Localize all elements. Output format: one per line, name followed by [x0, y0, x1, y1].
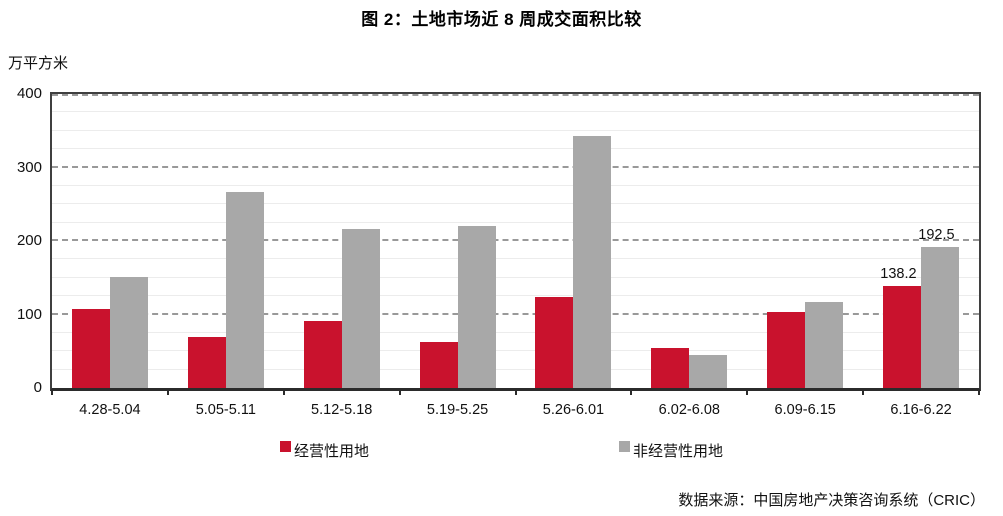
- legend-label: 经营性用地: [293, 443, 369, 460]
- legend-swatch-icon: [619, 441, 630, 452]
- minor-gridline: [52, 258, 979, 260]
- bar-经营性用地-6.16-6.22: [883, 286, 922, 388]
- x-axis-tick-mark: [630, 389, 633, 395]
- y-axis-tick-label: 200: [16, 232, 42, 249]
- minor-gridline: [52, 129, 979, 131]
- legend-item-非经营性用地: 非经营性用地: [619, 440, 723, 461]
- bar-非经营性用地-5.05-5.11: [225, 191, 264, 388]
- x-axis-tick-mark: [978, 389, 980, 395]
- major-gridline: [52, 312, 979, 315]
- bar-value-label: 192.5: [918, 226, 955, 243]
- y-axis-tick-label: 0: [33, 379, 42, 396]
- y-axis-unit-label: 万平方米: [8, 55, 69, 72]
- x-axis-tick-label: 5.12-5.18: [311, 402, 373, 418]
- x-axis-tick-mark: [51, 389, 53, 395]
- x-axis-tick-label: 4.28-5.04: [79, 402, 141, 418]
- bar-非经营性用地-4.28-5.04: [109, 277, 148, 388]
- bar-经营性用地-5.12-5.18: [303, 321, 342, 388]
- bar-非经营性用地-6.09-6.15: [805, 302, 844, 388]
- minor-gridline: [52, 111, 979, 113]
- bar-非经营性用地-5.26-6.01: [573, 135, 612, 388]
- bar-经营性用地-5.05-5.11: [187, 337, 226, 388]
- y-axis-tick-label: 100: [16, 305, 42, 323]
- minor-gridline: [52, 221, 979, 223]
- x-axis-tick-mark: [398, 389, 401, 395]
- plot-area: 138.2 192.5: [50, 92, 981, 391]
- bar-非经营性用地-6.16-6.22: [921, 246, 960, 388]
- x-axis-tick-mark: [166, 389, 169, 395]
- x-axis-tick-mark: [746, 389, 749, 395]
- x-axis-tick-label: 5.05-5.11: [195, 402, 256, 418]
- minor-gridline: [52, 368, 979, 370]
- chart-title: 图 2：土地市场近 8 周成交面积比较: [361, 10, 642, 29]
- legend-item-经营性用地: 经营性用地: [279, 440, 369, 461]
- bar-非经营性用地-6.02-6.08: [689, 354, 728, 388]
- minor-gridline: [52, 331, 979, 333]
- minor-gridline: [52, 148, 979, 150]
- legend: 经营性用地 非经营性用地: [0, 440, 1003, 461]
- x-axis-tick-label: 6.02-6.08: [658, 402, 720, 418]
- bar-经营性用地-5.19-5.25: [419, 342, 458, 388]
- bar-经营性用地-6.02-6.08: [651, 348, 690, 388]
- bar-经营性用地-4.28-5.04: [71, 309, 110, 388]
- minor-gridline: [52, 350, 979, 352]
- data-source-note: 数据来源：中国房地产决策咨询系统（CRIC）: [678, 492, 985, 509]
- minor-gridline: [52, 203, 979, 205]
- x-axis-tick-mark: [862, 389, 865, 395]
- y-axis-tick-label: 400: [16, 85, 42, 102]
- major-gridline: [52, 94, 979, 96]
- minor-gridline: [52, 184, 979, 186]
- y-axis-tick-label: 300: [16, 158, 42, 176]
- minor-gridline: [52, 295, 979, 297]
- bar-经营性用地-6.09-6.15: [767, 312, 806, 388]
- bar-非经营性用地-5.12-5.18: [341, 229, 380, 388]
- x-axis-tick-label: 5.26-6.01: [542, 402, 605, 418]
- x-axis-tick-label: 6.16-6.22: [890, 402, 952, 418]
- major-gridline: [52, 165, 979, 168]
- minor-gridline: [52, 276, 979, 278]
- major-gridline: [52, 239, 979, 241]
- x-axis-tick-label: 5.19-5.25: [426, 402, 489, 418]
- x-axis-tick-label: 6.09-6.15: [774, 402, 836, 418]
- x-axis-tick-mark: [282, 389, 285, 395]
- bar-非经营性用地-5.19-5.25: [457, 225, 496, 388]
- bar-经营性用地-5.26-6.01: [535, 296, 574, 388]
- bar-value-label: 138.2: [880, 266, 917, 283]
- legend-label: 非经营性用地: [633, 443, 724, 460]
- x-axis-tick-mark: [514, 389, 517, 395]
- legend-swatch-icon: [279, 441, 291, 452]
